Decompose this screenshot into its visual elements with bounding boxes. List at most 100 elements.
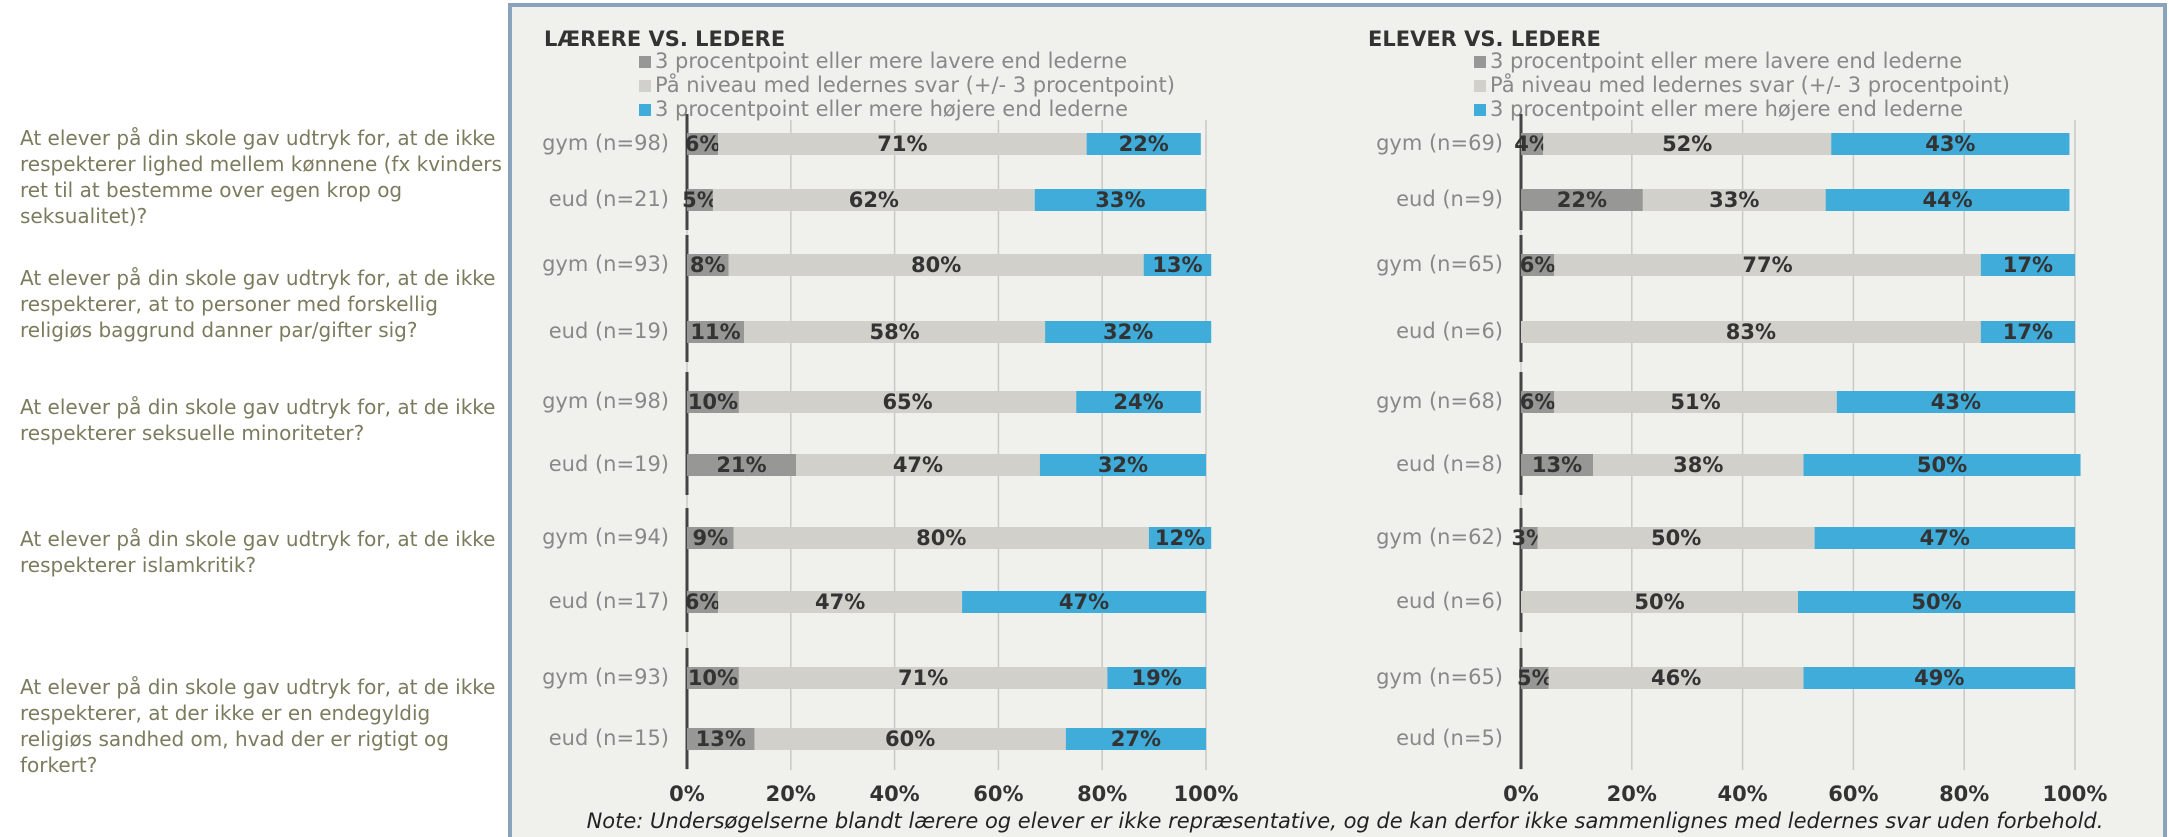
bar-segment <box>795 454 1040 476</box>
bar-segment <box>1039 454 1206 476</box>
question: At elever på din skole gav udtryk for, a… <box>20 527 496 577</box>
category-label: gym (n=69) <box>1376 131 1503 155</box>
bar-segment <box>1798 591 2075 613</box>
data-label: 51% <box>1670 390 1720 414</box>
bar-segment <box>1831 133 2070 155</box>
data-label: 71% <box>898 666 948 690</box>
bar-segment <box>1521 391 1555 413</box>
bar-segment <box>1980 254 2075 276</box>
question: At elever på din skole gav udtryk for, a… <box>20 395 496 445</box>
category-label: eud (n=5) <box>1396 726 1503 750</box>
legend-swatch <box>1474 80 1486 92</box>
data-label: 47% <box>893 453 943 477</box>
data-label: 17% <box>2003 320 2053 344</box>
bar-segment <box>1521 133 1544 155</box>
data-label: 21% <box>716 453 766 477</box>
data-label: 47% <box>1920 526 1970 550</box>
category-label: gym (n=65) <box>1376 665 1503 689</box>
data-label: 6% <box>1520 390 1556 414</box>
data-label: 6% <box>685 590 721 614</box>
legend-label: 3 procentpoint eller mere lavere end led… <box>1490 49 1962 73</box>
data-label: 43% <box>1931 390 1981 414</box>
data-label: 27% <box>1111 727 1161 751</box>
data-label: 33% <box>1095 188 1145 212</box>
bar-segment <box>687 667 739 689</box>
data-label: 47% <box>815 590 865 614</box>
data-label: 32% <box>1103 320 1153 344</box>
x-tick-label: 60% <box>1828 782 1878 806</box>
data-label: 19% <box>1132 666 1182 690</box>
category-label: gym (n=93) <box>542 665 669 689</box>
data-label: 8% <box>690 253 726 277</box>
bar-segment <box>1980 321 2075 343</box>
data-label: 50% <box>1917 453 1967 477</box>
chart-title: ELEVER VS. LEDERE <box>1368 27 1601 51</box>
bar-segment <box>687 527 734 549</box>
bar-segment <box>1076 391 1201 413</box>
bar-segment <box>1537 527 1815 549</box>
bar-segment <box>744 321 1046 343</box>
data-label: 50% <box>1651 526 1701 550</box>
bar-segment <box>687 189 713 211</box>
bar-segment <box>1825 189 2070 211</box>
category-label: eud (n=8) <box>1396 452 1503 476</box>
bar-segment <box>1803 454 2081 476</box>
x-tick-label: 80% <box>1939 782 1989 806</box>
data-label: 52% <box>1662 132 1712 156</box>
data-label: 80% <box>916 526 966 550</box>
bar-segment <box>1554 254 1981 276</box>
data-label: 62% <box>849 188 899 212</box>
data-label: 65% <box>882 390 932 414</box>
category-label: eud (n=21) <box>549 187 669 211</box>
category-label: eud (n=17) <box>549 589 669 613</box>
data-label: 13% <box>1532 453 1582 477</box>
legend-swatch <box>1474 56 1486 68</box>
bar-segment <box>718 133 1087 155</box>
note: Note: Undersøgelserne blandt lærere og e… <box>587 809 2104 833</box>
bar-segment <box>1521 189 1643 211</box>
data-label: 50% <box>1911 590 1961 614</box>
question: At elever på din skole gav udtryk for, a… <box>20 266 496 342</box>
bar-segment <box>1065 728 1206 750</box>
chart-title: LÆRERE VS. LEDERE <box>544 27 785 51</box>
data-label: 44% <box>1922 188 1972 212</box>
x-tick-label: 100% <box>2043 782 2108 806</box>
data-label: 43% <box>1925 132 1975 156</box>
data-label: 6% <box>685 132 721 156</box>
data-label: 50% <box>1634 590 1684 614</box>
bar-segment <box>687 321 745 343</box>
bar-segment <box>712 189 1035 211</box>
bar-segment <box>687 133 719 155</box>
data-label: 11% <box>690 320 740 344</box>
data-label: 58% <box>869 320 919 344</box>
data-label: 33% <box>1709 188 1759 212</box>
bar-segment <box>1521 591 1798 613</box>
bar-segment <box>754 728 1066 750</box>
data-label: 60% <box>885 727 935 751</box>
data-label: 9% <box>693 526 729 550</box>
question: At elever på din skole gav udtryk for, a… <box>20 675 496 777</box>
bar-segment <box>738 391 1077 413</box>
data-label: 77% <box>1742 253 1792 277</box>
panel <box>508 3 2167 837</box>
bar-segment <box>1045 321 1212 343</box>
x-tick-label: 20% <box>1607 782 1657 806</box>
data-label: 47% <box>1059 590 1109 614</box>
x-tick-label: 0% <box>1503 782 1539 806</box>
category-label: gym (n=68) <box>1376 389 1503 413</box>
x-tick-label: 60% <box>973 782 1023 806</box>
data-label: 71% <box>877 132 927 156</box>
bar-segment <box>1107 667 1206 689</box>
category-label: eud (n=6) <box>1396 589 1503 613</box>
bar-segment <box>718 591 963 613</box>
bar-segment <box>687 728 755 750</box>
data-label: 13% <box>696 727 746 751</box>
data-label: 10% <box>688 666 738 690</box>
bar-segment <box>738 667 1108 689</box>
legend-label: 3 procentpoint eller mere højere end led… <box>1490 97 1963 121</box>
legend-label: På niveau med ledernes svar (+/- 3 proce… <box>655 72 1175 97</box>
legend-swatch <box>1474 104 1486 116</box>
data-label: 22% <box>1119 132 1169 156</box>
